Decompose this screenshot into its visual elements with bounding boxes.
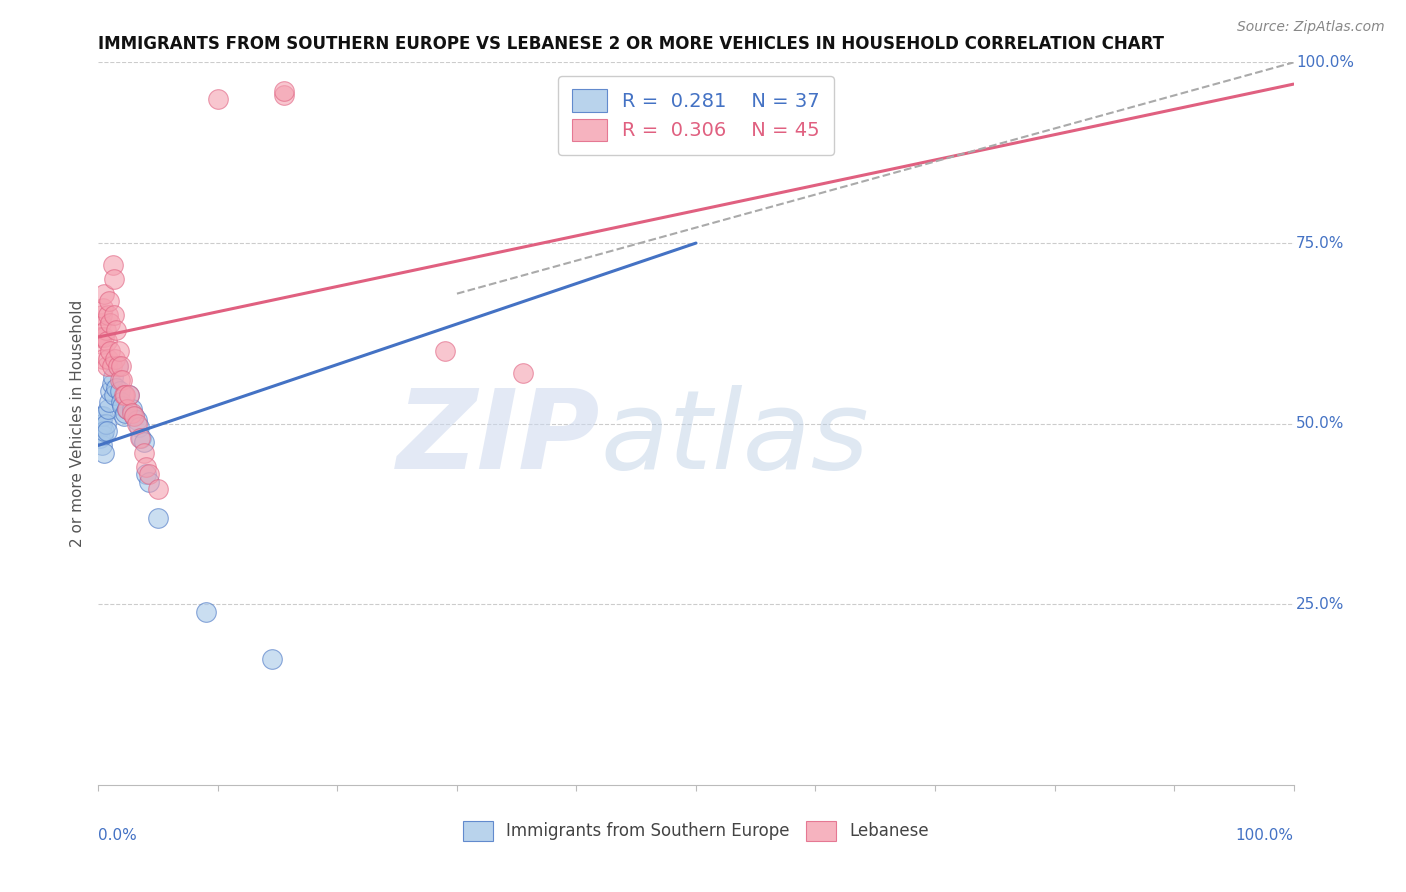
Point — [97, 402, 120, 417]
Point — [93, 424, 115, 438]
Point — [129, 431, 152, 445]
Point — [111, 373, 134, 387]
Point — [91, 427, 114, 442]
Point — [115, 402, 138, 417]
Text: Source: ZipAtlas.com: Source: ZipAtlas.com — [1237, 20, 1385, 34]
Point — [94, 417, 117, 431]
Point — [148, 482, 170, 496]
Point — [110, 359, 132, 373]
Point — [96, 359, 118, 373]
Point — [101, 258, 124, 272]
Point — [93, 330, 115, 344]
Point — [114, 388, 136, 402]
Point — [98, 344, 122, 359]
Point — [112, 388, 135, 402]
Point — [98, 395, 121, 409]
Point — [121, 406, 143, 420]
Point — [512, 366, 534, 380]
Point — [128, 420, 150, 434]
Point — [138, 475, 160, 489]
Point — [105, 380, 128, 394]
Point — [91, 417, 114, 431]
Point — [93, 445, 115, 459]
Point — [93, 286, 115, 301]
Point — [273, 87, 295, 102]
Point — [100, 376, 122, 391]
Y-axis label: 2 or more Vehicles in Household: 2 or more Vehicles in Household — [69, 300, 84, 548]
Text: ZIP: ZIP — [396, 384, 600, 491]
Point — [207, 92, 229, 106]
Point — [96, 424, 118, 438]
Point — [91, 308, 114, 322]
Point — [90, 316, 112, 330]
Point — [105, 323, 128, 337]
Point — [94, 323, 117, 337]
Point — [98, 316, 122, 330]
Point — [115, 402, 138, 417]
Point — [104, 351, 127, 366]
Point — [107, 344, 129, 359]
Point — [97, 351, 120, 366]
Point — [108, 373, 131, 387]
Point — [103, 308, 125, 322]
Point — [98, 293, 121, 308]
Point — [91, 351, 114, 366]
Point — [89, 431, 111, 445]
Point — [148, 510, 170, 524]
Text: atlas: atlas — [600, 384, 869, 491]
Point — [114, 406, 136, 420]
Point — [91, 409, 114, 424]
Point — [108, 384, 131, 399]
Point — [103, 388, 125, 402]
Point — [98, 384, 122, 399]
Point — [91, 301, 114, 315]
Point — [107, 359, 129, 373]
Point — [124, 409, 146, 424]
Point — [90, 330, 112, 344]
Point — [110, 395, 132, 409]
Point — [273, 84, 295, 98]
Point — [260, 651, 283, 665]
Legend: Immigrants from Southern Europe, Lebanese: Immigrants from Southern Europe, Lebanes… — [454, 813, 938, 849]
Point — [132, 434, 155, 449]
Point — [125, 413, 148, 427]
Point — [89, 330, 111, 344]
Point — [132, 445, 155, 459]
Point — [118, 388, 141, 402]
Point — [138, 467, 160, 482]
Text: 25.0%: 25.0% — [1296, 597, 1344, 612]
Point — [111, 399, 134, 413]
Point — [90, 420, 112, 434]
Text: 50.0%: 50.0% — [1296, 417, 1344, 431]
Point — [107, 359, 129, 373]
Point — [91, 337, 114, 351]
Point — [96, 334, 118, 348]
Text: IMMIGRANTS FROM SOUTHERN EUROPE VS LEBANESE 2 OR MORE VEHICLES IN HOUSEHOLD CORR: IMMIGRANTS FROM SOUTHERN EUROPE VS LEBAN… — [98, 35, 1164, 53]
Text: 100.0%: 100.0% — [1236, 829, 1294, 843]
Text: 0.0%: 0.0% — [98, 829, 138, 843]
Point — [125, 417, 148, 431]
Point — [135, 460, 157, 475]
Point — [118, 388, 141, 402]
Text: 100.0%: 100.0% — [1296, 55, 1354, 70]
Text: 75.0%: 75.0% — [1296, 235, 1344, 251]
Point — [121, 402, 143, 417]
Point — [91, 438, 114, 452]
Point — [195, 605, 218, 619]
Point — [90, 409, 112, 424]
Point — [100, 359, 122, 373]
Point — [131, 431, 153, 445]
Point — [101, 369, 124, 384]
Point — [97, 308, 120, 322]
Point — [124, 409, 146, 424]
Point — [112, 409, 135, 424]
Point — [434, 344, 457, 359]
Point — [103, 272, 125, 286]
Point — [135, 467, 157, 482]
